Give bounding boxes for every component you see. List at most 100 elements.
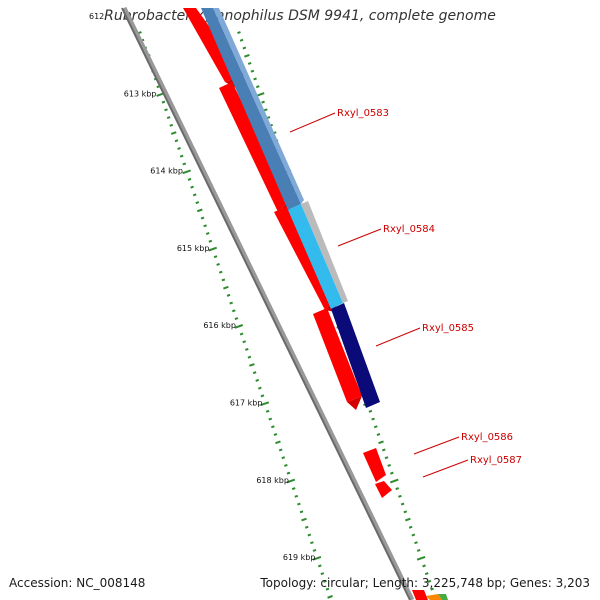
- ruler-minor-tick: [247, 61, 252, 65]
- ruler-minor-tick: [170, 131, 177, 135]
- ruler-minor-tick: [284, 463, 288, 467]
- ruler-minor-tick: [411, 533, 416, 537]
- ruler-minor-tick: [213, 255, 218, 259]
- ruler-minor-tick: [161, 100, 166, 104]
- gene-track: [201, 8, 448, 600]
- ruler-minor-tick: [281, 456, 286, 460]
- ruler-minor-tick: [400, 502, 405, 506]
- cds-segment: [219, 82, 290, 212]
- ruler-minor-tick: [384, 456, 389, 460]
- ruler-minor-tick: [325, 587, 330, 591]
- orf-colored-shape: [438, 594, 448, 600]
- ruler-minor-tick: [179, 154, 184, 158]
- gene-label-rxyl-0584[interactable]: Rxyl_0584: [383, 224, 435, 235]
- ruler-minor-tick: [403, 510, 408, 514]
- gene-label-rxyl-0583[interactable]: Rxyl_0583: [337, 108, 389, 119]
- cds-arrowhead: [347, 396, 362, 410]
- gene-rxyl-0586-shape: [363, 448, 386, 482]
- ruler-minor-tick: [398, 494, 402, 498]
- ruler-minor-tick: [200, 216, 205, 220]
- gene-rxyl-0585-shape: [331, 303, 380, 408]
- ruler-tick-label: 617 kbp: [230, 399, 263, 408]
- cds-segment: [412, 590, 428, 600]
- ruler-minor-tick: [174, 139, 179, 143]
- ruler-minor-tick: [195, 201, 200, 205]
- ruler-minor-tick: [294, 494, 299, 498]
- ruler-minor-tick: [182, 162, 187, 166]
- cds-track: [183, 8, 428, 600]
- ruler-minor-tick: [218, 270, 223, 274]
- ruler-minor-tick: [304, 525, 309, 529]
- ruler-minor-tick: [430, 587, 434, 591]
- gene-label-rxyl-0586[interactable]: Rxyl_0586: [461, 432, 513, 443]
- ruler-minor-tick: [216, 262, 220, 266]
- ruler-minor-tick: [221, 278, 226, 282]
- genome-summary-text: Topology: circular; Length: 3,225,748 bp…: [260, 576, 590, 590]
- ruler-minor-tick: [307, 533, 312, 537]
- ruler-minor-tick: [278, 448, 283, 452]
- ruler-minor-tick: [271, 425, 275, 429]
- ruler-minor-tick: [255, 85, 260, 89]
- ruler-minor-tick: [273, 433, 278, 436]
- ruler-minor-tick: [299, 510, 304, 514]
- ruler-minor-tick: [291, 487, 296, 491]
- ruler-major-tick: [312, 555, 322, 561]
- ruler-minor-tick: [405, 517, 411, 522]
- ruler-minor-tick: [310, 541, 314, 545]
- ruler-minor-tick: [196, 208, 203, 213]
- ruler-tick-label: 614 kbp: [150, 167, 183, 176]
- ruler-minor-tick: [234, 317, 239, 321]
- ruler-minor-tick: [164, 108, 168, 112]
- ruler-minor-tick: [263, 108, 268, 112]
- ruler-tick-label: 615 kbp: [177, 244, 210, 253]
- ruler-minor-tick: [327, 595, 333, 599]
- ruler-minor-tick: [414, 541, 418, 545]
- ruler-minor-tick: [395, 487, 400, 491]
- ruler-minor-tick: [231, 309, 236, 313]
- gene-labels: Rxyl_0583 Rxyl_0584 Rxyl_0585 Rxyl_0586 …: [289, 108, 522, 478]
- ruler-minor-tick: [390, 471, 394, 475]
- ruler-minor-tick: [187, 177, 192, 181]
- ruler-minor-tick: [247, 355, 252, 359]
- ruler-minor-tick: [317, 564, 322, 568]
- gene-leader-line: [375, 327, 421, 347]
- orf-colored-shape: [426, 594, 442, 600]
- ruler-minor-tick: [301, 517, 307, 522]
- ruler-tick-label: 613 kbp: [124, 89, 157, 98]
- ruler-minor-tick: [368, 409, 373, 413]
- ruler-minor-tick: [268, 417, 273, 421]
- ruler-major-tick: [260, 401, 270, 407]
- ruler-minor-tick: [242, 340, 247, 344]
- ruler-tick-label: 618 kbp: [256, 476, 289, 485]
- ruler-minor-tick: [260, 394, 265, 398]
- gene-label-rxyl-0587[interactable]: Rxyl_0587: [470, 455, 522, 466]
- ruler-minor-tick: [323, 579, 327, 583]
- ruler-minor-tick: [244, 53, 250, 58]
- gene-rxyl-0583-shape: [201, 8, 301, 210]
- ruler-minor-tick: [257, 386, 262, 390]
- ruler-major-tick: [286, 478, 296, 484]
- ruler-tick-label: 619 kbp: [283, 553, 316, 562]
- ruler-minor-tick: [239, 38, 244, 42]
- ruler-minor-tick: [203, 224, 207, 228]
- gene-rxyl-0584-shape: [288, 204, 343, 309]
- ruler-minor-tick: [169, 123, 174, 127]
- ruler-major-tick: [182, 169, 191, 175]
- ruler-minor-tick: [229, 301, 233, 305]
- ruler-minor-tick: [192, 193, 197, 197]
- ruler-minor-tick: [387, 463, 392, 467]
- ruler-tick-label: 616 kbp: [203, 321, 236, 330]
- ruler-major-tick: [389, 478, 399, 484]
- gene-label-rxyl-0585[interactable]: Rxyl_0585: [422, 323, 474, 334]
- cds-segment: [313, 308, 362, 402]
- orf-gray-shape: [301, 201, 348, 303]
- gene-leader-line: [337, 228, 382, 247]
- accession-text: Accession: NC_008148: [9, 576, 146, 590]
- ruler-minor-tick: [255, 378, 260, 382]
- ruler-minor-tick: [208, 239, 213, 243]
- gene-rxyl-0583-shape: [213, 8, 304, 204]
- ruler-minor-tick: [223, 285, 229, 290]
- ruler-minor-tick: [416, 548, 421, 552]
- ruler-minor-tick: [252, 371, 257, 375]
